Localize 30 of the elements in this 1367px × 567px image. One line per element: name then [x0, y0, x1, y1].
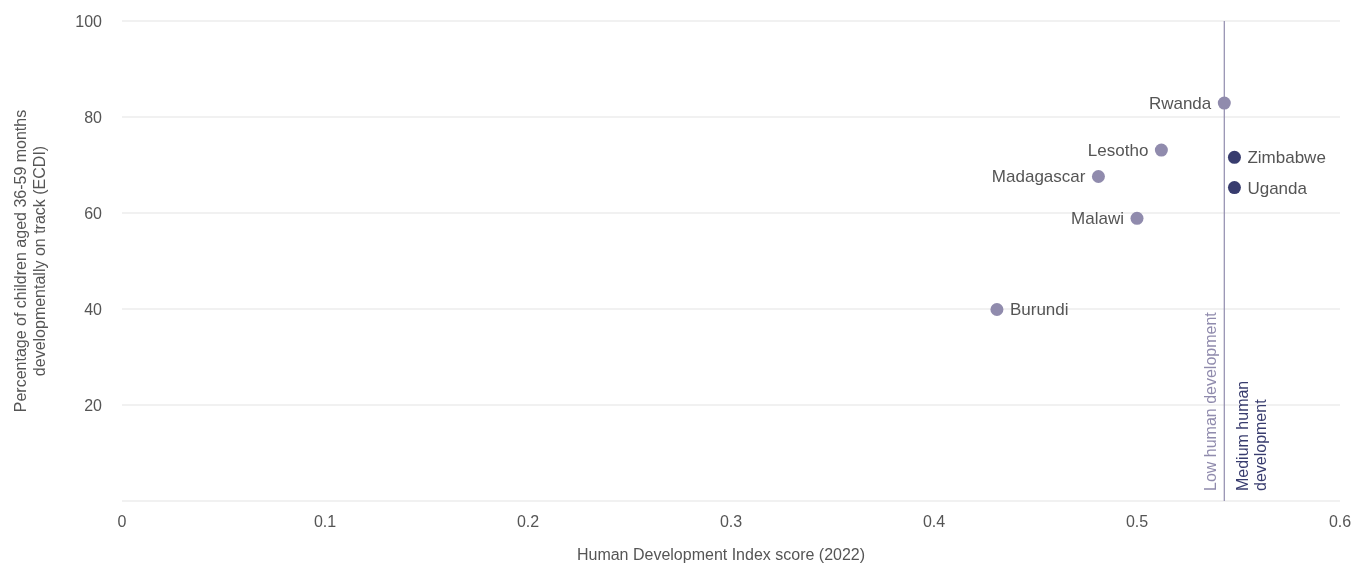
x-tick-label: 0.5: [1125, 513, 1149, 530]
annotation: Zimbabwe: [1247, 148, 1326, 168]
point: [1130, 211, 1144, 225]
x-tick-label: 0.4: [922, 513, 946, 530]
x-tick-label: 0.6: [1328, 513, 1352, 530]
annotation: Medium human development: [1234, 380, 1270, 491]
annotation: Madagascar: [991, 167, 1086, 187]
point: [1154, 143, 1168, 157]
y-axis-title: Percentage of children aged 36-59 months developmentally on track (ECDI): [11, 109, 48, 413]
point: [1227, 150, 1241, 164]
point: [1091, 170, 1105, 184]
annotation: Lesotho: [1087, 141, 1149, 161]
y-tick-label: 20: [84, 396, 103, 414]
annotation: Uganda: [1247, 178, 1308, 198]
y-tick-label: 40: [84, 300, 103, 318]
x-tick-label: 0.2: [516, 513, 540, 530]
point: [1217, 96, 1231, 110]
point: [1227, 181, 1241, 195]
ref-line-label: Low human development: [1202, 311, 1220, 491]
x-tick-label: 0.1: [313, 513, 337, 530]
annotation: Rwanda: [1148, 94, 1212, 114]
y-tick-label: 100: [75, 12, 103, 30]
y-tick-label: 80: [84, 108, 103, 126]
y-tick-label: 60: [84, 204, 103, 222]
point: [990, 302, 1004, 316]
annotation: Burundi: [1009, 300, 1069, 320]
x-axis-title: Human Development Index score (2022): [576, 546, 866, 563]
annotation: Malawi: [1071, 209, 1124, 229]
x-tick-label: 0: [117, 513, 127, 530]
x-tick-label: 0.3: [719, 513, 743, 530]
